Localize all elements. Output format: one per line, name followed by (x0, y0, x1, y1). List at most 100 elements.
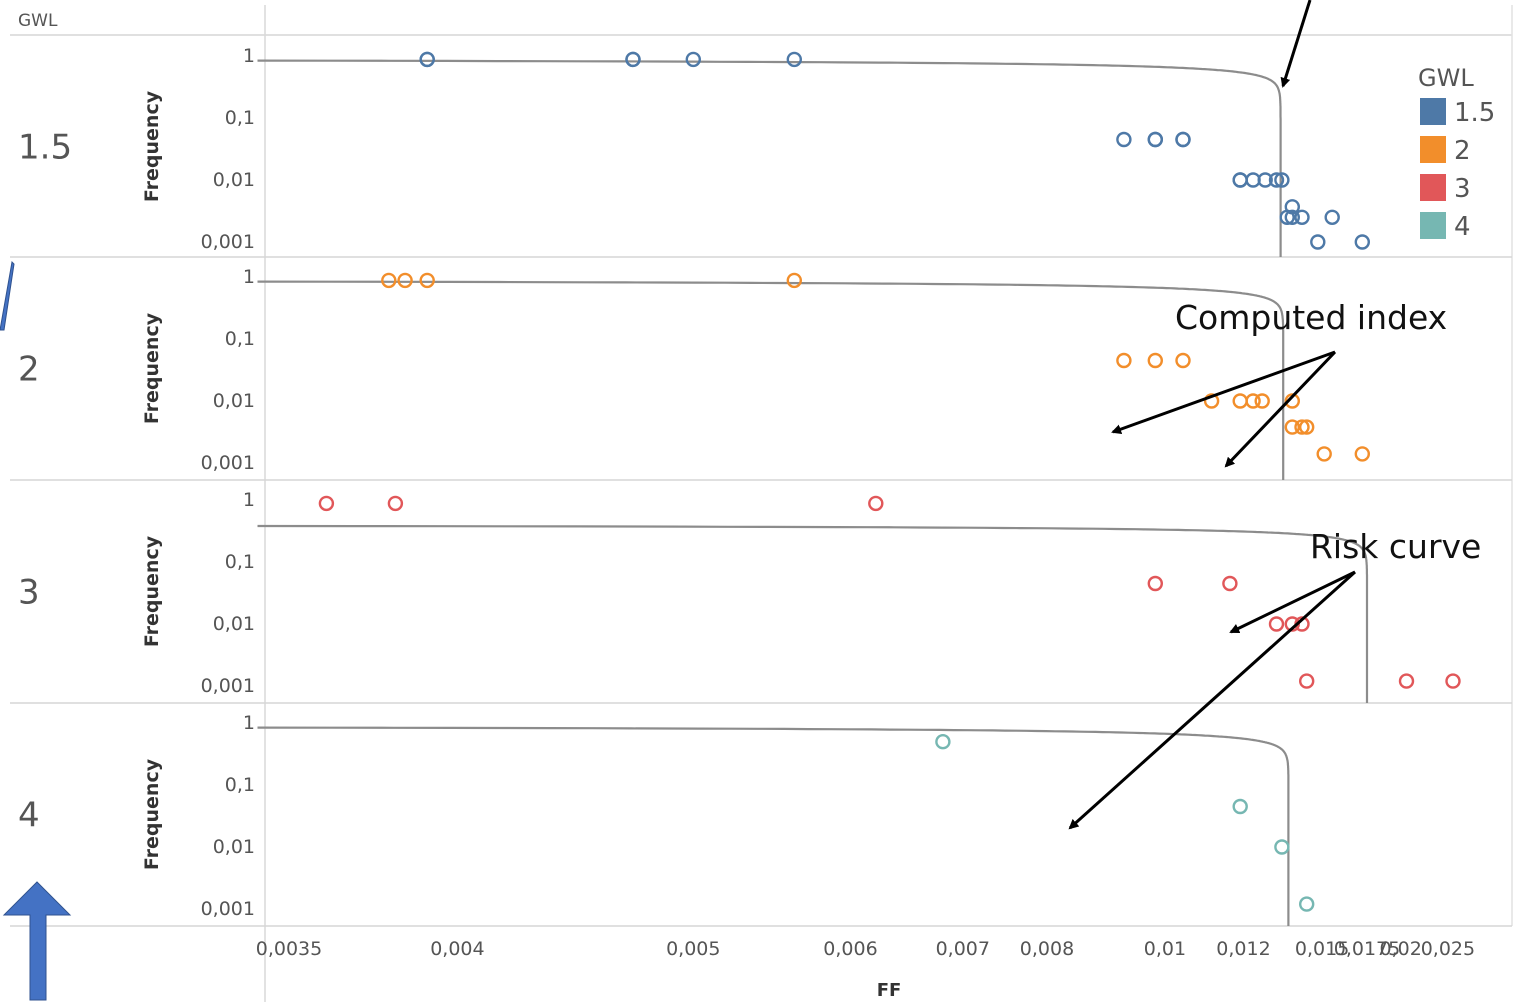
data-point (1284, 209, 1301, 226)
data-point (1354, 234, 1371, 250)
arrow-top (1280, 0, 1312, 88)
x-axis-title: FF (877, 980, 902, 1001)
data-point (387, 495, 404, 512)
y-tick-label: 1 (243, 45, 255, 67)
data-point (1298, 673, 1315, 689)
data-point (1324, 209, 1340, 226)
data-point (1310, 234, 1326, 250)
risk-curve (257, 280, 1285, 480)
x-tick-label: 0,005 (666, 938, 720, 960)
y-tick-label: 1 (243, 489, 255, 511)
x-tick-label: 0,01 (1144, 938, 1186, 960)
y-tick-label: 0,01 (213, 613, 255, 635)
y-tick-label: 0,001 (201, 231, 255, 253)
x-tick-label: 0,0035 (256, 938, 322, 960)
legend: GWL 1.5 2 3 4 (1418, 64, 1495, 242)
data-point (1175, 352, 1191, 369)
legend-title: GWL (1418, 64, 1474, 92)
data-point (1254, 393, 1270, 409)
y-tick-label: 0,1 (225, 328, 255, 350)
chart-panels: 1.5 Frequency 1 0,1 0,01 0,001 2 Frequency 1 0,1 0… (10, 45, 1512, 927)
y-tick-label: 0,001 (201, 898, 255, 920)
y-axis-title: Frequency (141, 312, 163, 424)
data-point (1354, 446, 1371, 462)
data-point (1232, 798, 1248, 815)
data-point (1232, 172, 1248, 188)
data-point (786, 272, 802, 289)
y-axis-title: Frequency (141, 535, 163, 647)
y-tick-label: 0,001 (201, 452, 255, 474)
data-point (1284, 419, 1301, 435)
x-tick-label: 0,0175 (1334, 938, 1400, 960)
data-point (1268, 172, 1285, 188)
x-tick-label: 0,007 (936, 938, 990, 960)
panel-label: 2 (18, 350, 40, 390)
data-point (1245, 393, 1261, 409)
legend-swatch (1420, 98, 1446, 125)
arrow-computed-index-2 (1224, 350, 1337, 468)
data-point (1257, 172, 1273, 188)
data-point (1203, 393, 1220, 409)
legend-swatch (1420, 212, 1446, 239)
legend-item-label: 2 (1454, 136, 1471, 166)
annotation-computed-index: Computed index (1175, 298, 1447, 337)
panel-label: 3 (18, 573, 40, 613)
arrow-risk-curve-2 (1068, 570, 1357, 830)
x-tick-label: 0,012 (1216, 938, 1270, 960)
data-point (1116, 131, 1132, 148)
y-tick-label: 0,01 (213, 836, 255, 858)
x-tick-label: 0,015 (1295, 938, 1349, 960)
data-point (1268, 616, 1285, 632)
data-point (1116, 352, 1132, 369)
data-point (1279, 209, 1295, 226)
data-point (1147, 352, 1164, 369)
data-point (1175, 131, 1191, 148)
data-point (419, 272, 435, 289)
data-point (1274, 172, 1290, 188)
legend-swatch (1420, 136, 1446, 163)
panel-label: 1.5 (18, 128, 72, 168)
y-axis-title: Frequency (141, 758, 163, 870)
data-point (1398, 673, 1415, 689)
risk-curve (257, 726, 1290, 926)
row-header-label: GWL (18, 11, 58, 31)
data-point (1298, 419, 1315, 435)
blue-up-arrow-icon (2, 881, 72, 1001)
y-tick-label: 1 (243, 712, 255, 734)
x-tick-label: 0,025 (1421, 938, 1475, 960)
x-tick-label: 0,008 (1020, 938, 1074, 960)
y-tick-label: 0,1 (225, 774, 255, 796)
data-point (1147, 575, 1164, 592)
x-tick-label: 0,004 (430, 938, 484, 960)
data-point (1222, 575, 1238, 592)
risk-curve (257, 524, 1369, 703)
risk-curve (257, 59, 1282, 257)
data-point (318, 495, 335, 512)
blue-arrow-fragment-icon (0, 260, 15, 331)
x-tick-label: 0,006 (823, 938, 877, 960)
data-point (1147, 131, 1164, 148)
panel-gwl-3: 3 Frequency 1 0,1 0,01 0,001 (10, 489, 1512, 704)
data-point (685, 51, 701, 68)
legend-item-label: 4 (1454, 212, 1471, 242)
y-tick-label: 0,001 (201, 675, 255, 697)
data-point (1298, 896, 1315, 912)
panel-gwl-4: 4 Frequency 1 0,1 0,01 0,001 (10, 712, 1512, 927)
panel-gwl-1-5: 1.5 Frequency 1 0,1 0,01 0,001 (10, 45, 1512, 258)
data-point (1294, 419, 1310, 435)
x-axis: 0,0035 0,004 0,005 0,006 0,007 0,008 0,01 0,012… (256, 938, 1475, 960)
arrow-computed-index-1 (1111, 350, 1336, 434)
y-tick-label: 0,01 (213, 390, 255, 412)
data-point (1316, 446, 1332, 462)
panel-label: 4 (18, 796, 40, 836)
data-point (1232, 393, 1248, 409)
data-point (1294, 209, 1310, 226)
legend-swatch (1420, 174, 1446, 201)
arrow-risk-curve-1 (1229, 570, 1356, 634)
data-point (419, 51, 435, 68)
data-point (1274, 839, 1290, 855)
legend-item-label: 1.5 (1454, 98, 1495, 128)
annotations: Computed index Risk curve (1068, 0, 1481, 830)
data-point (868, 495, 884, 512)
